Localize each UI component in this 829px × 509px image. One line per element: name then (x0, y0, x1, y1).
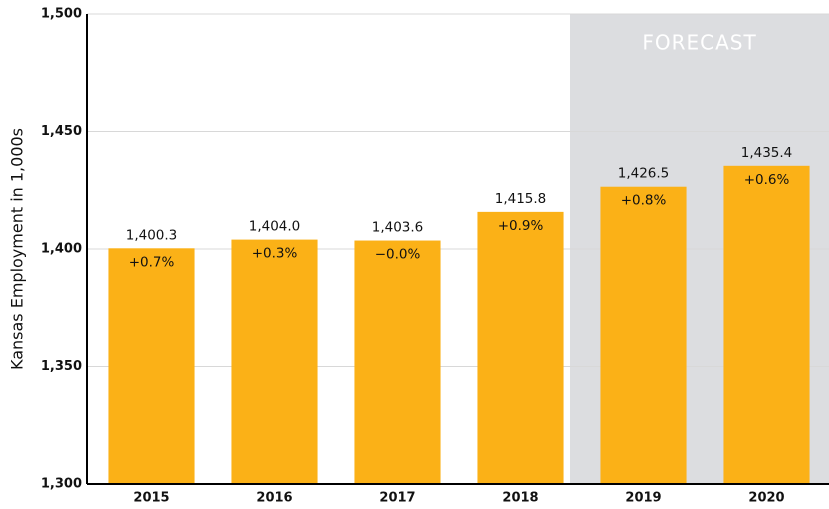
y-tick-label: 1,500 (41, 7, 82, 22)
value-label: 1,404.0 (249, 219, 301, 235)
change-label: +0.7% (129, 254, 175, 270)
value-label: 1,403.6 (372, 220, 424, 236)
y-tick-label: 1,350 (41, 359, 82, 374)
bar (231, 239, 318, 484)
x-tick-label: 2018 (502, 491, 538, 506)
x-tick-label: 2019 (625, 491, 661, 506)
x-tick-label: 2016 (256, 491, 292, 506)
x-tick-label: 2020 (748, 491, 784, 506)
forecast-label: FORECAST (642, 31, 756, 55)
change-label: +0.9% (498, 218, 544, 234)
bar (477, 211, 564, 484)
bar (723, 165, 810, 484)
change-label: +0.6% (744, 172, 790, 188)
value-label: 1,435.4 (741, 145, 793, 161)
bar (354, 240, 441, 484)
y-tick-label: 1,450 (41, 124, 82, 139)
y-axis-label: Kansas Employment in 1,000s (8, 128, 27, 370)
bar (600, 186, 687, 484)
change-label: +0.3% (252, 246, 298, 262)
change-label: −0.0% (375, 247, 421, 263)
value-label: 1,426.5 (618, 166, 670, 182)
change-label: +0.8% (621, 193, 667, 209)
y-tick-label: 1,300 (41, 477, 82, 492)
y-tick-label: 1,400 (41, 242, 82, 257)
x-tick-label: 2017 (379, 491, 415, 506)
value-label: 1,400.3 (126, 227, 178, 243)
value-label: 1,415.8 (495, 191, 547, 207)
x-tick-label: 2015 (133, 491, 169, 506)
bar (108, 248, 195, 484)
